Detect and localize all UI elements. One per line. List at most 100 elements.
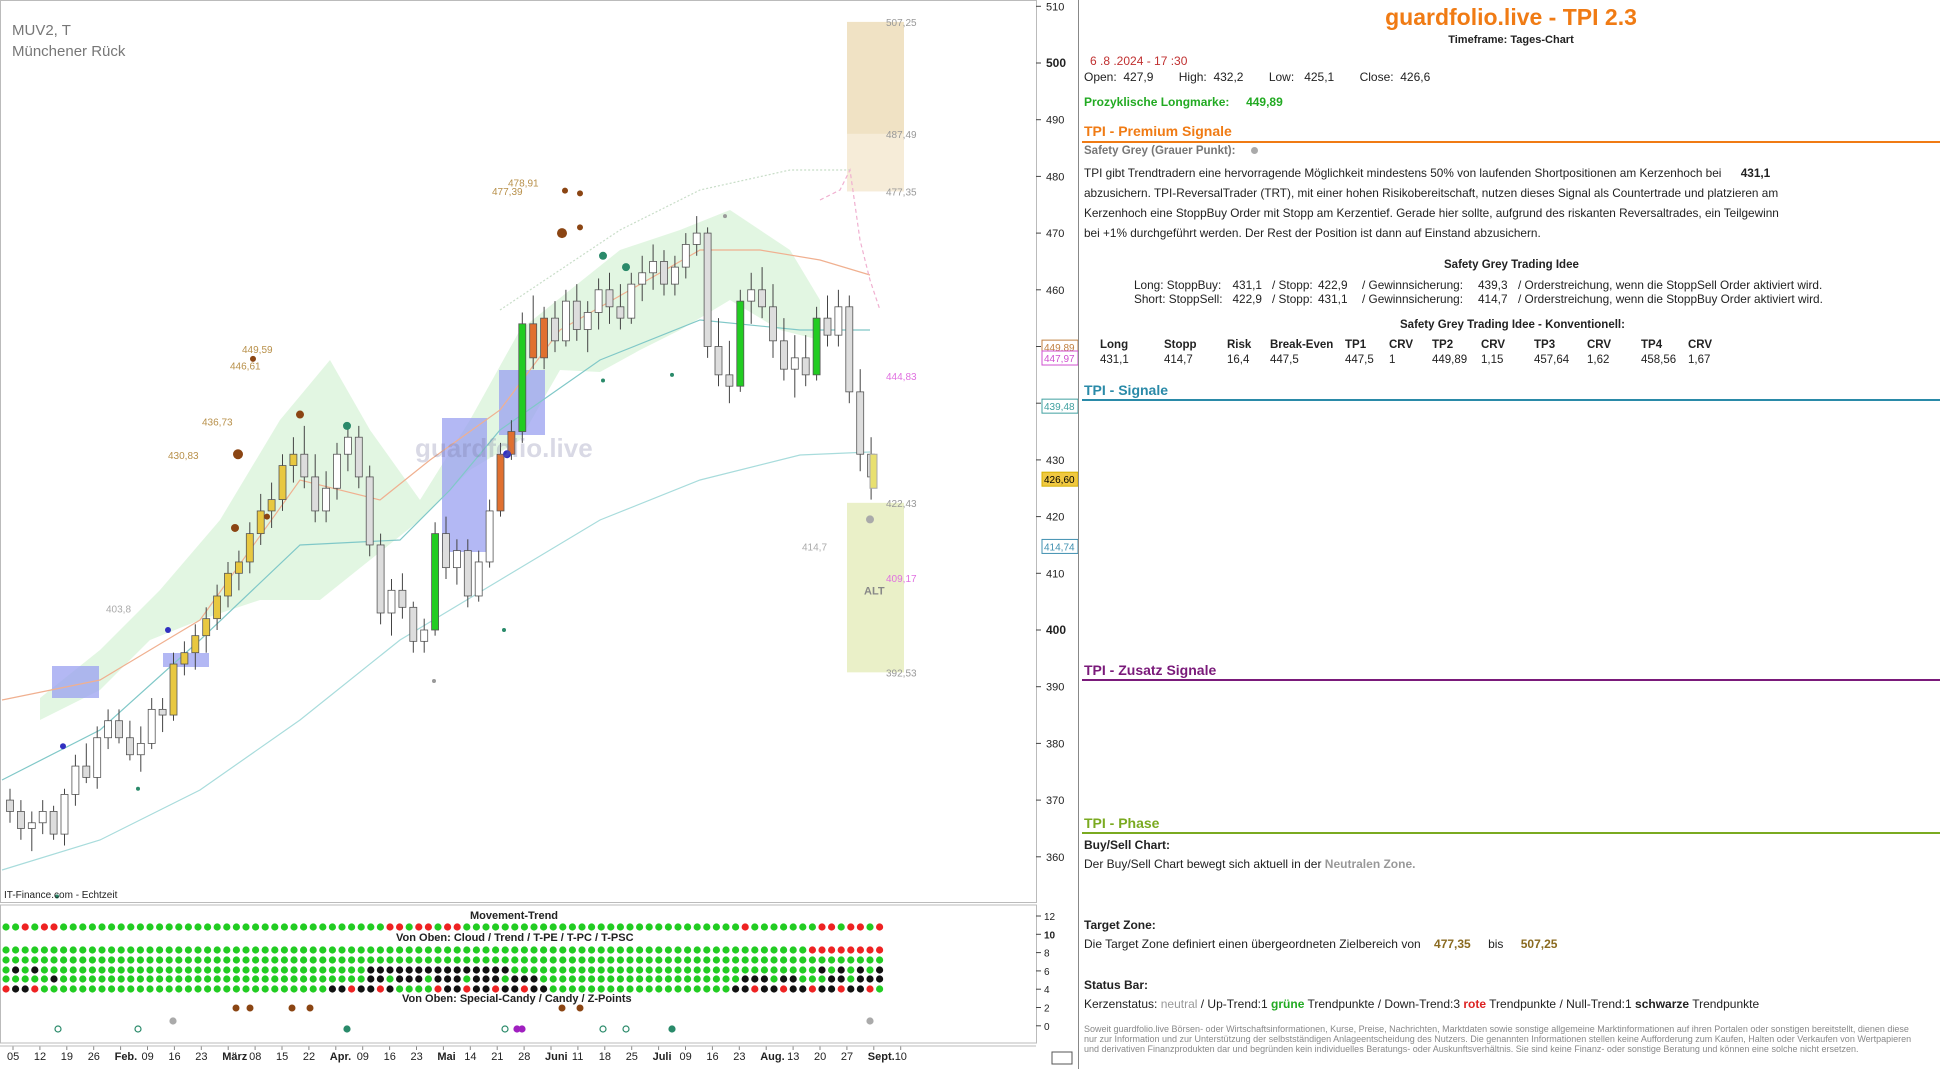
- target-zone-lower: [847, 133, 904, 192]
- movement-dot: [136, 956, 144, 964]
- x-tick-label: 23: [195, 1051, 207, 1063]
- movement-dot: [712, 985, 721, 993]
- movement-dot: [732, 975, 740, 983]
- movement-dot: [60, 946, 68, 954]
- movement-dot: [12, 946, 20, 954]
- movement-dot: [588, 966, 596, 974]
- y-tick-label: 400: [1046, 623, 1066, 637]
- longmarke-label: Prozyklische Longmarke:: [1084, 95, 1230, 109]
- movement-dot: [799, 956, 807, 964]
- movement-dot: [712, 956, 721, 964]
- movement-dot: [856, 946, 865, 954]
- sb-text: Kerzenstatus: neutral / Up-Trend:1 grüne…: [1084, 997, 1759, 1011]
- movement-dot: [60, 966, 68, 974]
- movement-y-label: 6: [1044, 967, 1050, 978]
- special-candy-dot: [246, 1004, 254, 1012]
- movement-dot: [146, 923, 154, 931]
- movement-dot: [626, 956, 634, 964]
- movement-dot: [578, 966, 586, 974]
- movement-dot: [741, 956, 749, 964]
- movement-dot: [732, 966, 740, 974]
- movement-dot: [828, 975, 836, 983]
- movement-dot: [136, 923, 144, 931]
- movement-dot: [616, 975, 625, 983]
- premium-p4: bei +1% durchgeführt werden. Der Rest de…: [1084, 226, 1541, 240]
- movement-y-label: 10: [1044, 930, 1056, 941]
- movement-dot: [511, 975, 519, 983]
- movement-dot: [482, 923, 490, 931]
- price-chart[interactable]: 3603703803904004104204304404504604704804…: [0, 0, 1078, 1069]
- movement-dot: [12, 923, 20, 931]
- candle-body: [213, 595, 222, 620]
- candle-body: [126, 737, 134, 756]
- movement-dot: [866, 985, 874, 993]
- sb-green: grüne: [1271, 997, 1305, 1011]
- movement-dot: [396, 985, 404, 993]
- movement-dot: [328, 956, 336, 964]
- candle-body: [463, 550, 472, 597]
- tz-sentence: Die Target Zone definiert einen übergeor…: [1084, 937, 1421, 951]
- movement-dot: [261, 956, 269, 964]
- movement-dot: [597, 985, 605, 993]
- candle-body: [823, 317, 832, 336]
- movement-dot: [837, 923, 845, 931]
- signal-dot: [503, 450, 511, 459]
- movement-dot: [357, 975, 365, 983]
- movement-dot: [482, 946, 490, 954]
- x-tick-label: 13: [787, 1051, 799, 1063]
- movement-y-label: 0: [1044, 1022, 1050, 1033]
- movement-dot: [204, 966, 212, 974]
- x-tick-label: 26: [88, 1051, 100, 1063]
- movement-dot: [607, 956, 615, 964]
- movement-dot: [559, 975, 567, 983]
- annotation-label: 430,83: [168, 451, 199, 462]
- signal-dot: [723, 214, 727, 219]
- movement-dot: [424, 946, 432, 954]
- price-marker-label: 449,89: [1044, 343, 1075, 354]
- movement-dot: [482, 956, 490, 964]
- movement-dot: [50, 975, 58, 983]
- movement-dot: [693, 923, 701, 931]
- movement-dot: [415, 946, 423, 954]
- signal-dot: [866, 515, 874, 524]
- movement-dot: [319, 966, 327, 974]
- ma-mid: [1, 319, 870, 781]
- movement-dot: [434, 985, 442, 993]
- movement-dot: [127, 985, 135, 993]
- movement-dot: [396, 966, 404, 974]
- movement-dot: [770, 923, 778, 931]
- close-value: 426,6: [1400, 70, 1431, 84]
- annotation-label: 446,61: [230, 362, 261, 373]
- movement-frame: [0, 904, 1037, 1044]
- movement-dot: [693, 975, 701, 983]
- candle-body: [801, 357, 810, 376]
- candle-body: [147, 708, 156, 744]
- y-tick-label: 380: [1046, 738, 1064, 750]
- movement-dot: [204, 985, 212, 993]
- movement-dot: [866, 946, 874, 954]
- movement-dot: [319, 985, 327, 993]
- special-candy-dot: [288, 1004, 296, 1012]
- movement-dot: [789, 966, 797, 974]
- movement-dot: [847, 985, 855, 993]
- movement-dot: [472, 923, 480, 931]
- price-marker-box: [1041, 538, 1078, 554]
- movement-dot: [396, 923, 404, 931]
- movement-dot: [559, 956, 567, 964]
- movement-dot: [693, 985, 701, 993]
- movement-dot: [588, 923, 596, 931]
- movement-dot: [357, 966, 365, 974]
- movement-dot: [780, 966, 788, 974]
- chart-pane[interactable]: 3603703803904004104204304404504604704804…: [0, 0, 1079, 1069]
- y-tick-label: 390: [1046, 682, 1064, 694]
- movement-dot: [2, 985, 10, 993]
- movement-dot: [492, 985, 500, 993]
- candle-body: [594, 289, 603, 313]
- movement-dot: [252, 923, 260, 931]
- konv-header: TP3: [1534, 339, 1556, 351]
- movement-dot: [703, 975, 711, 983]
- candle-body: [638, 272, 647, 285]
- x-tick-label: 27: [841, 1051, 853, 1063]
- movement-dot: [636, 966, 644, 974]
- movement-dot: [837, 975, 845, 983]
